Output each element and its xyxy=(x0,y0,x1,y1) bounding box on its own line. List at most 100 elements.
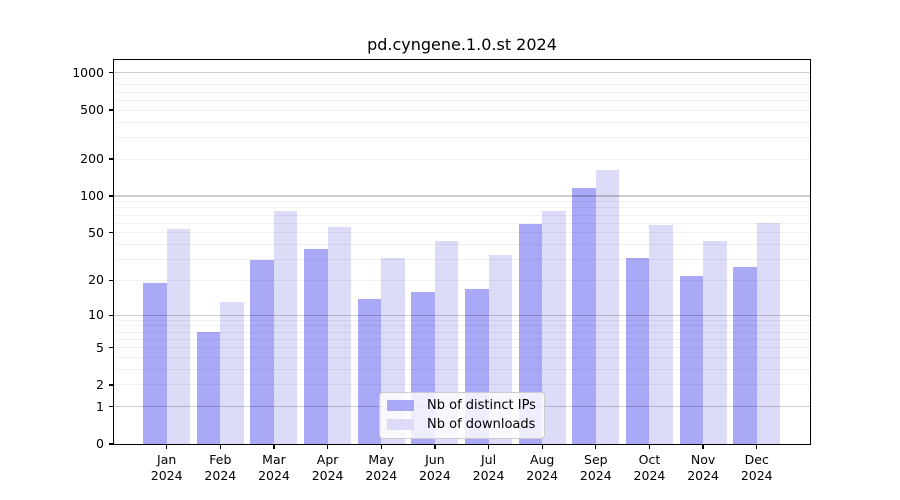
x-tick-month: Dec xyxy=(744,452,769,467)
x-tick-label: Oct 2024 xyxy=(617,452,681,483)
plot-area xyxy=(114,60,810,444)
x-tick-mark xyxy=(326,444,329,449)
x-tick-label: Aug 2024 xyxy=(510,452,574,483)
y-tick-label: 2 xyxy=(96,376,104,392)
y-tick-label: 0 xyxy=(96,436,104,451)
x-tick-label: Jan 2024 xyxy=(135,452,199,483)
y-tick-mark xyxy=(109,158,114,160)
bar-ips-jan xyxy=(143,283,167,444)
y-tick-label: 50 xyxy=(88,224,104,240)
y-tick-mark xyxy=(109,232,114,234)
x-tick-label: Apr 2024 xyxy=(296,452,360,483)
x-tick-month: Jan xyxy=(157,452,177,467)
y-tick-label: 1000 xyxy=(72,64,104,80)
x-tick-mark xyxy=(434,444,436,449)
x-tick-year: 2024 xyxy=(579,467,612,483)
x-tick-month: Aug xyxy=(529,452,555,467)
x-tick-mark xyxy=(166,444,168,449)
bar-ips-oct xyxy=(625,257,650,444)
x-tick-month: May xyxy=(368,452,395,467)
x-tick-mark xyxy=(219,444,221,449)
bar-ips-dec xyxy=(733,266,757,444)
x-tick-mark xyxy=(648,444,651,449)
legend-swatch-distinct-ips-icon xyxy=(387,400,414,411)
y-tick-label: 100 xyxy=(80,188,104,204)
y-tick-label: 20 xyxy=(88,272,104,288)
y-tick-label: 10 xyxy=(88,307,104,323)
y-tick-label: 200 xyxy=(80,151,104,167)
bar-ips-feb xyxy=(196,332,221,444)
bars-layer xyxy=(114,60,810,444)
x-tick-label: Mar 2024 xyxy=(242,452,306,483)
bar-ips-may xyxy=(357,298,382,444)
x-tick-month: Jun xyxy=(425,452,445,467)
bar-downloads-mar xyxy=(273,211,298,444)
y-tick-mark xyxy=(109,195,114,197)
x-tick-month: Mar xyxy=(262,452,286,467)
x-tick-mark xyxy=(595,444,597,449)
bar-downloads-nov xyxy=(703,240,727,444)
y-tick-mark xyxy=(109,72,114,74)
legend-label-distinct-ips: Nb of distinct IPs xyxy=(427,398,536,413)
x-tick-year: 2024 xyxy=(150,467,183,483)
x-tick-year: 2024 xyxy=(418,467,451,483)
y-tick-mark xyxy=(109,347,114,349)
legend-item-downloads: Nb of downloads xyxy=(387,415,536,434)
y-tick-mark xyxy=(109,109,114,111)
x-tick-mark xyxy=(273,444,275,449)
x-tick-mark xyxy=(487,444,490,449)
x-tick-month: Oct xyxy=(638,452,661,467)
y-tick-mark xyxy=(109,384,114,386)
bar-ips-aug xyxy=(518,224,543,444)
x-tick-label: Nov 2024 xyxy=(671,452,735,483)
y-tick-label: 500 xyxy=(80,102,104,118)
x-tick-year: 2024 xyxy=(633,467,666,483)
y-tick-label: 5 xyxy=(96,339,104,355)
x-tick-month: Feb xyxy=(209,452,232,467)
bar-downloads-apr xyxy=(327,226,352,444)
y-tick-mark xyxy=(109,279,114,282)
x-tick-label: Jul 2024 xyxy=(457,452,521,483)
x-tick-year: 2024 xyxy=(311,467,344,483)
x-tick-year: 2024 xyxy=(204,467,237,483)
x-tick-label: Dec 2024 xyxy=(725,452,789,483)
x-tick-month: Nov xyxy=(690,452,716,467)
x-tick-label: May 2024 xyxy=(349,452,413,483)
y-tick-mark xyxy=(109,314,114,316)
bar-downloads-dec xyxy=(756,223,781,444)
x-tick-year: 2024 xyxy=(526,467,559,483)
y-tick-label: 1 xyxy=(96,398,104,414)
x-tick-mark xyxy=(756,444,758,449)
y-tick-mark xyxy=(109,406,114,408)
bar-downloads-feb xyxy=(220,302,244,444)
chart-title: pd.cyngene.1.0.st 2024 xyxy=(367,35,557,54)
legend: Nb of distinct IPs Nb of downloads xyxy=(379,392,545,439)
bar-downloads-sep xyxy=(595,170,620,444)
x-tick-year: 2024 xyxy=(472,467,505,483)
bar-downloads-jan xyxy=(166,228,191,444)
x-tick-year: 2024 xyxy=(258,467,290,483)
bar-ips-apr xyxy=(304,248,328,444)
x-tick-month: Jul xyxy=(480,452,497,467)
x-tick-label: Feb 2024 xyxy=(188,452,252,483)
legend-item-distinct-ips: Nb of distinct IPs xyxy=(387,396,536,415)
legend-swatch-downloads-icon xyxy=(387,419,414,430)
bar-ips-sep xyxy=(572,187,596,444)
x-tick-year: 2024 xyxy=(365,467,398,483)
x-tick-mark xyxy=(541,444,543,449)
x-tick-year: 2024 xyxy=(687,467,719,483)
x-tick-mark xyxy=(702,444,704,449)
legend-label-downloads: Nb of downloads xyxy=(427,417,536,432)
y-tick-mark xyxy=(109,443,114,445)
x-tick-mark xyxy=(380,444,382,449)
x-tick-month: Apr xyxy=(316,452,339,467)
x-tick-year: 2024 xyxy=(740,467,773,483)
x-tick-label: Sep 2024 xyxy=(564,452,628,483)
bar-downloads-aug xyxy=(542,210,566,444)
bar-downloads-oct xyxy=(649,224,673,444)
bar-ips-nov xyxy=(679,275,704,444)
x-tick-month: Sep xyxy=(584,452,608,467)
bar-ips-mar xyxy=(250,259,274,444)
x-tick-label: Jun 2024 xyxy=(403,452,467,483)
